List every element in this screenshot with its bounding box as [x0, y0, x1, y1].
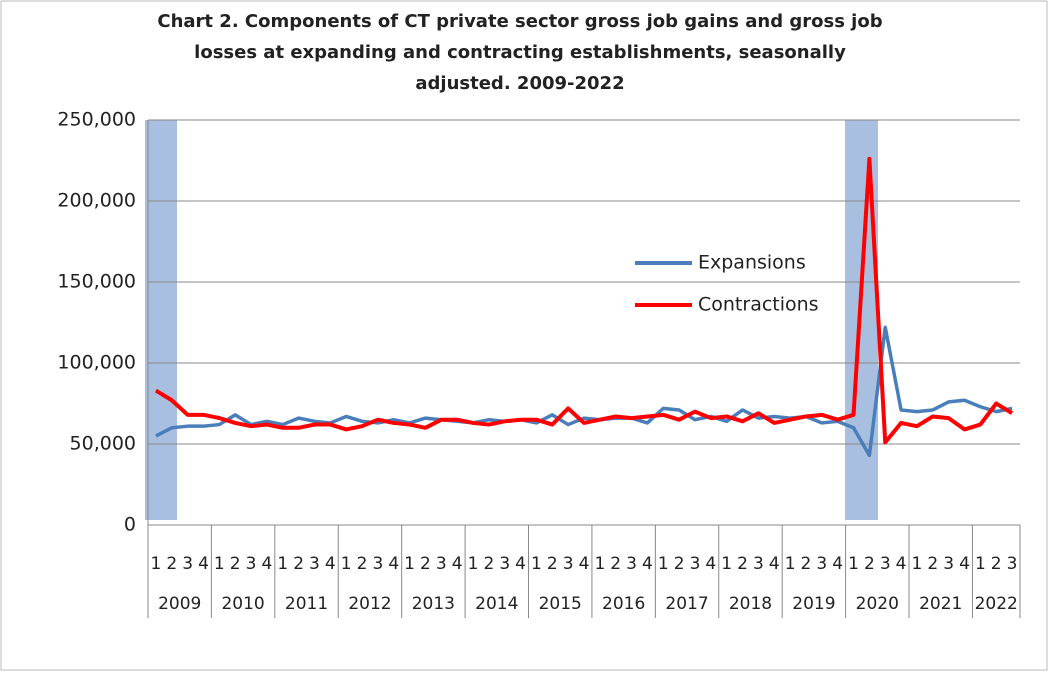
- year-label: 2013: [412, 594, 455, 614]
- year-label: 2019: [792, 594, 835, 614]
- y-tick-label: 150,000: [57, 271, 136, 293]
- x-tick-label: 3: [309, 554, 320, 574]
- y-tick-label: 250,000: [57, 109, 136, 131]
- year-label: 2010: [221, 594, 264, 614]
- x-tick-label: 2: [547, 554, 558, 574]
- x-tick-label: 4: [959, 554, 970, 574]
- x-tick-label: 4: [198, 554, 209, 574]
- x-tick-label: 4: [261, 554, 272, 574]
- x-tick-label: 4: [579, 554, 590, 574]
- data-line: [154, 156, 1014, 445]
- x-tick-label: 1: [468, 554, 479, 574]
- x-tick-label: 2: [483, 554, 494, 574]
- chart-title: adjusted. 2009-2022: [415, 73, 624, 94]
- y-tick-label: 50,000: [70, 433, 136, 455]
- x-tick-label: 1: [912, 554, 923, 574]
- x-tick-label: 2: [610, 554, 621, 574]
- chart-title: Chart 2. Components of CT private sector…: [157, 11, 882, 32]
- legend-label: Contractions: [698, 294, 819, 316]
- shaded-period: [145, 120, 177, 520]
- year-label: 2021: [919, 594, 962, 614]
- x-tick-label: 3: [753, 554, 764, 574]
- x-tick-label: 2: [230, 554, 241, 574]
- shaded-period: [845, 120, 878, 520]
- x-tick-label: 3: [880, 554, 891, 574]
- x-tick-label: 2: [864, 554, 875, 574]
- year-label: 2022: [975, 594, 1018, 614]
- x-tick-label: 3: [372, 554, 383, 574]
- x-tick-label: 3: [246, 554, 257, 574]
- x-tick-label: 3: [626, 554, 637, 574]
- chart-title: losses at expanding and contracting esta…: [194, 42, 846, 63]
- x-tick-label: 2: [801, 554, 812, 574]
- x-tick-label: 2: [293, 554, 304, 574]
- x-tick-label: 2: [991, 554, 1002, 574]
- x-tick-label: 1: [151, 554, 162, 574]
- data-line: [155, 325, 1013, 458]
- x-tick-label: 3: [182, 554, 193, 574]
- x-tick-label: 4: [705, 554, 716, 574]
- x-tick-label: 1: [404, 554, 415, 574]
- y-tick-label: 100,000: [57, 352, 136, 374]
- x-tick-label: 4: [325, 554, 336, 574]
- x-tick-label: 1: [975, 554, 986, 574]
- x-tick-label: 4: [642, 554, 653, 574]
- x-tick-label: 1: [531, 554, 542, 574]
- x-tick-label: 3: [436, 554, 447, 574]
- y-tick-label: 0: [124, 514, 136, 536]
- x-tick-label: 4: [515, 554, 526, 574]
- x-tick-label: 2: [737, 554, 748, 574]
- year-label: 2011: [285, 594, 328, 614]
- x-tick-label: 1: [658, 554, 669, 574]
- year-label: 2015: [539, 594, 582, 614]
- x-tick-label: 2: [357, 554, 368, 574]
- x-tick-label: 2: [927, 554, 938, 574]
- legend-label: Expansions: [698, 252, 806, 274]
- year-label: 2016: [602, 594, 645, 614]
- x-tick-label: 1: [594, 554, 605, 574]
- x-tick-label: 3: [563, 554, 574, 574]
- year-label: 2020: [856, 594, 899, 614]
- y-tick-label: 200,000: [57, 190, 136, 212]
- x-tick-label: 3: [499, 554, 510, 574]
- x-tick-label: 1: [848, 554, 859, 574]
- x-tick-label: 1: [341, 554, 352, 574]
- x-tick-label: 1: [214, 554, 225, 574]
- x-tick-label: 2: [420, 554, 431, 574]
- x-tick-label: 2: [674, 554, 685, 574]
- year-label: 2018: [729, 594, 772, 614]
- x-tick-label: 2: [166, 554, 177, 574]
- x-tick-label: 3: [1007, 554, 1018, 574]
- x-tick-label: 4: [832, 554, 843, 574]
- x-tick-label: 3: [816, 554, 827, 574]
- year-label: 2009: [158, 594, 201, 614]
- x-tick-label: 1: [721, 554, 732, 574]
- x-tick-label: 4: [769, 554, 780, 574]
- year-label: 2012: [348, 594, 391, 614]
- x-tick-label: 4: [452, 554, 463, 574]
- x-tick-label: 4: [896, 554, 907, 574]
- year-label: 2014: [475, 594, 518, 614]
- year-label: 2017: [665, 594, 708, 614]
- x-tick-label: 4: [388, 554, 399, 574]
- x-tick-label: 1: [277, 554, 288, 574]
- x-tick-label: 3: [943, 554, 954, 574]
- x-tick-label: 1: [785, 554, 796, 574]
- x-tick-label: 3: [690, 554, 701, 574]
